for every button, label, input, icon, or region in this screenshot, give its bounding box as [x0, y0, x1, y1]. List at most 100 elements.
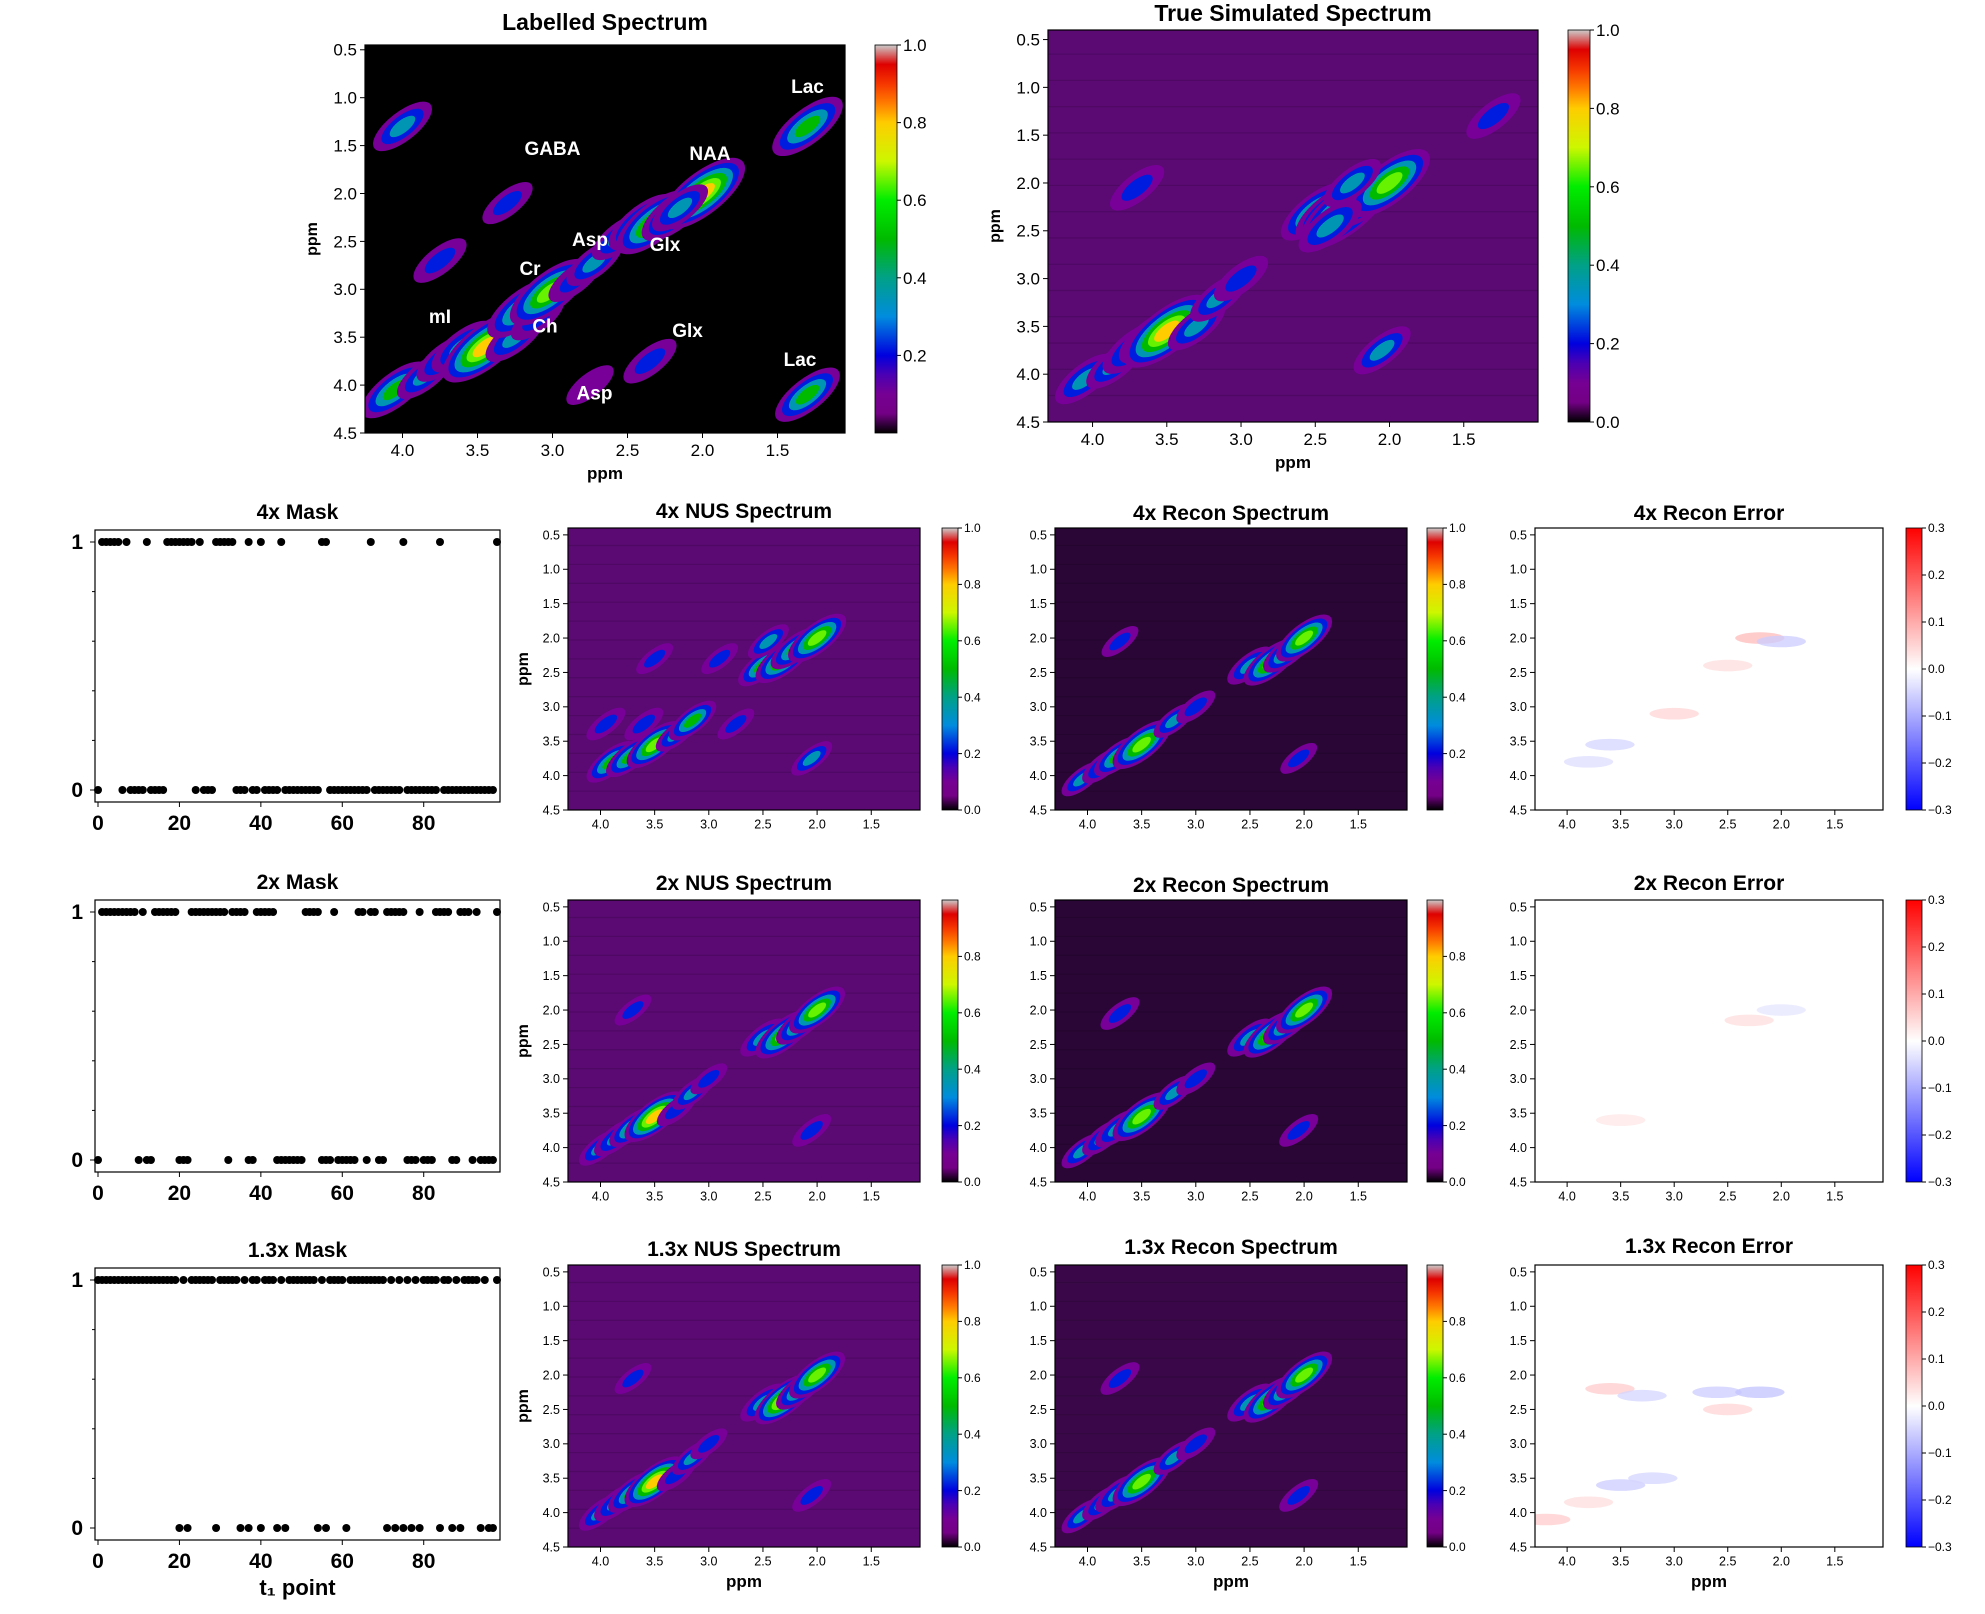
x-tick-label: 4.0 — [1081, 430, 1105, 449]
colorbar-tick-label: 0.8 — [964, 578, 981, 592]
colorbar-tick-label: 0.6 — [964, 1006, 981, 1020]
y-tick-label: 2.5 — [543, 1038, 560, 1052]
y-tick-label: 1 — [71, 901, 83, 924]
chart-title: True Simulated Spectrum — [1154, 0, 1431, 26]
noise-streak — [365, 354, 845, 356]
colorbar-tick-label: 0.4 — [1596, 256, 1620, 275]
mask-point-skipped — [146, 1156, 155, 1164]
y-tick-label: 1.0 — [1030, 1300, 1047, 1314]
x-tick-label: 1.5 — [1350, 818, 1367, 832]
y-tick-label: 2.5 — [1030, 1403, 1047, 1417]
colorbar-tick-label: 0.0 — [1596, 413, 1620, 432]
noise-streak — [568, 733, 920, 736]
peak-contour — [800, 1486, 823, 1505]
peak-label: Lac — [791, 77, 824, 98]
peak-contour — [808, 1002, 827, 1018]
noise-streak — [1048, 263, 1538, 265]
plot-frame — [567, 527, 921, 811]
noise-streak — [568, 1281, 920, 1284]
chart-title: 2x Mask — [257, 871, 339, 894]
y-tick-label: 3.5 — [1016, 317, 1040, 336]
x-tick-label: 2.5 — [1303, 430, 1327, 449]
peak-contour — [1288, 749, 1310, 768]
y-tick-label: 3.0 — [1030, 1072, 1047, 1086]
noise-streak — [1055, 620, 1407, 622]
y-tick-label: 3.5 — [543, 1472, 560, 1486]
mask-point-skipped — [183, 1156, 192, 1164]
colorbar — [941, 899, 959, 1183]
y-tick-label: 0.5 — [1030, 528, 1047, 542]
y-tick-label: 3.5 — [1510, 735, 1527, 749]
y-tick-label: 0.5 — [1510, 528, 1527, 542]
noise-streak — [1055, 1086, 1407, 1089]
noise-streak — [1055, 790, 1407, 792]
mask-point-skipped — [468, 1156, 477, 1164]
error-blob — [1596, 1114, 1646, 1126]
x-tick-label: 20 — [168, 1550, 191, 1573]
colorbar-tick-label: 0.4 — [1449, 1427, 1466, 1441]
y-axis-label: ppm — [515, 1389, 532, 1423]
chart-title: 1.3x Mask — [248, 1239, 348, 1262]
colorbar-tick-label: 0.2 — [1449, 1119, 1466, 1133]
chart-recon2: 2x Recon Spectrum 4.0 3.5 3.0 2.5 2.0 1.5 0.5 1.… — [1030, 874, 1466, 1204]
noise-streak — [1055, 1433, 1407, 1435]
colorbar-tick-label: 0.2 — [964, 747, 981, 761]
noise-streak — [1048, 289, 1538, 292]
x-tick-label: 40 — [249, 1182, 272, 1205]
y-tick-label: 2.5 — [1510, 1038, 1527, 1052]
noise-streak — [568, 1300, 920, 1303]
mask-point-skipped — [488, 1156, 497, 1164]
y-tick-label: 2.0 — [543, 631, 560, 645]
peak-contour — [632, 714, 656, 734]
peak-contour — [1287, 1486, 1310, 1505]
colorbar-tick-label: 1.0 — [1596, 21, 1620, 40]
noise-streak — [1055, 973, 1407, 975]
colorbar-tick-label: 0.6 — [964, 634, 981, 648]
x-tick-label: 0 — [92, 1550, 104, 1573]
noise-streak — [1055, 1338, 1407, 1340]
colorbar-tick-label: 0.6 — [1449, 634, 1466, 648]
colorbar-tick-label: 0.6 — [1596, 178, 1620, 197]
noise-streak — [568, 1030, 920, 1032]
x-tick-label: 20 — [168, 812, 191, 835]
x-tick-label: 2.0 — [1295, 1190, 1312, 1204]
x-tick-label: 4.0 — [1558, 1555, 1575, 1569]
noise-streak — [568, 620, 920, 622]
noise-streak — [1048, 158, 1538, 160]
y-axis-label: ppm — [987, 209, 1004, 243]
mask-point-skipped — [183, 1524, 192, 1532]
x-tick-label: 2.0 — [808, 818, 825, 832]
y-tick-label: 0.5 — [1030, 1265, 1047, 1279]
mask-point-sampled — [195, 538, 204, 546]
y-tick-label: 0 — [71, 1517, 83, 1540]
peak-contour — [634, 348, 666, 374]
mask-point-sampled — [228, 538, 237, 546]
noise-streak — [568, 973, 920, 975]
x-tick-label: 2.5 — [754, 818, 771, 832]
peak-contour — [698, 1069, 720, 1088]
noise-streak — [1048, 53, 1538, 55]
error-blob — [1585, 1383, 1635, 1395]
y-tick-label: 2.0 — [1510, 1003, 1527, 1017]
y-tick-label: 3.5 — [1030, 1472, 1047, 1486]
peak-contour — [1225, 265, 1257, 292]
noise-streak — [568, 1068, 920, 1070]
peak-contour — [800, 1121, 823, 1140]
noise-streak — [1055, 696, 1407, 698]
mask-point-skipped — [456, 1524, 465, 1532]
noise-streak — [365, 224, 845, 226]
noise-streak — [1055, 771, 1407, 773]
mask-point-sampled — [403, 1276, 412, 1284]
x-tick-label: 2.0 — [1295, 818, 1312, 832]
peak-contour — [759, 634, 778, 649]
colorbar-tick-label: 1.0 — [964, 521, 981, 535]
chart-err13: 1.3x Recon Error 4.0 3.5 3.0 2.5 2.0 1.5 0.5 1.0… — [1510, 1235, 1952, 1591]
colorbar-tick-label: 0.8 — [1596, 99, 1620, 118]
noise-streak — [1055, 1489, 1407, 1491]
mask-point-sampled — [114, 538, 123, 546]
noise-streak — [1048, 394, 1538, 397]
y-tick-label: 0.5 — [333, 41, 357, 60]
noise-streak — [568, 1338, 920, 1340]
chart-title: 4x Recon Spectrum — [1133, 502, 1329, 525]
x-tick-label: 3.5 — [1133, 818, 1150, 832]
